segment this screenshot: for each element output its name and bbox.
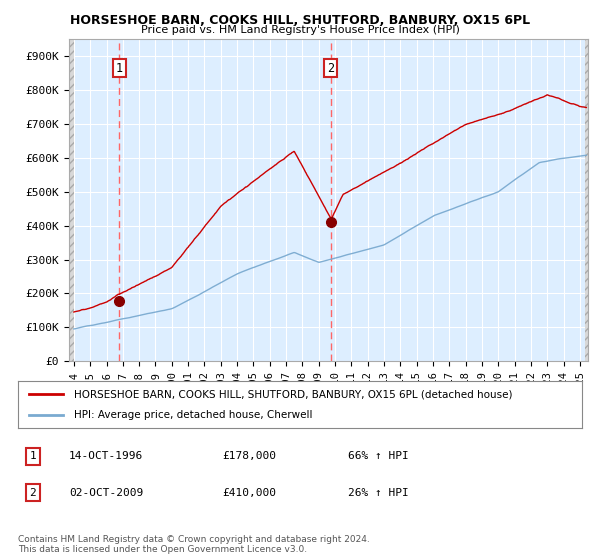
- Text: 02-OCT-2009: 02-OCT-2009: [69, 488, 143, 498]
- Text: Price paid vs. HM Land Registry's House Price Index (HPI): Price paid vs. HM Land Registry's House …: [140, 25, 460, 35]
- Text: HPI: Average price, detached house, Cherwell: HPI: Average price, detached house, Cher…: [74, 410, 313, 420]
- Text: Contains HM Land Registry data © Crown copyright and database right 2024.
This d: Contains HM Land Registry data © Crown c…: [18, 535, 370, 554]
- Text: £178,000: £178,000: [222, 451, 276, 461]
- Text: 2: 2: [29, 488, 37, 498]
- Bar: [585, 39, 588, 361]
- Text: 1: 1: [116, 62, 123, 74]
- Text: HORSESHOE BARN, COOKS HILL, SHUTFORD, BANBURY, OX15 6PL: HORSESHOE BARN, COOKS HILL, SHUTFORD, BA…: [70, 14, 530, 27]
- Text: 26% ↑ HPI: 26% ↑ HPI: [348, 488, 409, 498]
- Text: £410,000: £410,000: [222, 488, 276, 498]
- Text: HORSESHOE BARN, COOKS HILL, SHUTFORD, BANBURY, OX15 6PL (detached house): HORSESHOE BARN, COOKS HILL, SHUTFORD, BA…: [74, 389, 513, 399]
- Text: 1: 1: [29, 451, 37, 461]
- Text: 2: 2: [328, 62, 335, 74]
- Bar: [69, 39, 74, 361]
- Text: 14-OCT-1996: 14-OCT-1996: [69, 451, 143, 461]
- Text: 66% ↑ HPI: 66% ↑ HPI: [348, 451, 409, 461]
